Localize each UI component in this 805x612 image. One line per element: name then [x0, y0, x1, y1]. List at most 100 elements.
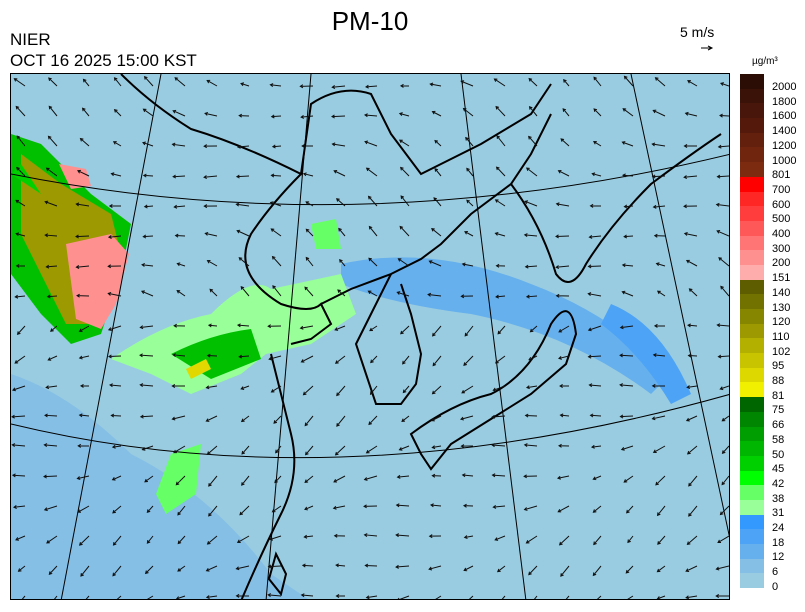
- wind-arrow-icon: [173, 323, 186, 328]
- wind-arrow-icon: [593, 535, 602, 546]
- wind-arrow-icon: [331, 142, 346, 147]
- wind-arrow-icon: [172, 174, 186, 179]
- wind-arrow-icon: [525, 294, 538, 299]
- wind-arrow-icon: [684, 111, 698, 117]
- wind-arrow-icon: [110, 172, 122, 177]
- wind-arrow-icon: [335, 563, 346, 568]
- wind-arrow-icon: [139, 353, 154, 358]
- colorbar-swatch: [740, 88, 764, 104]
- wind-arrow-icon: [464, 231, 474, 237]
- wind-arrow-icon: [174, 77, 186, 87]
- wind-arrow-icon: [11, 414, 26, 419]
- wind-arrow-icon: [116, 595, 122, 599]
- wind-arrow-icon: [655, 262, 666, 267]
- wind-arrow-icon: [683, 232, 698, 237]
- wind-arrow-icon: [523, 474, 538, 479]
- wind-arrow-icon: [267, 324, 282, 329]
- wind-arrow-icon: [236, 535, 250, 543]
- wind-arrow-icon: [14, 355, 26, 364]
- wind-arrow-icon: [173, 445, 186, 454]
- wind-arrow-icon: [560, 565, 570, 577]
- wind-arrow-icon: [47, 135, 58, 147]
- wind-arrow-icon: [275, 445, 282, 454]
- wind-arrow-icon: [111, 444, 122, 449]
- wind-arrow-icon: [494, 231, 506, 237]
- wind-arrow-icon: [495, 166, 506, 177]
- wind-arrow-icon: [108, 204, 122, 208]
- wind-arrow-icon: [461, 385, 474, 394]
- wind-arrow-icon: [175, 595, 186, 599]
- wind-arrow-icon: [267, 564, 282, 569]
- colorbar-label: 50: [772, 448, 785, 461]
- wind-arrow-icon: [468, 595, 474, 599]
- wind-arrow-icon: [176, 290, 186, 297]
- pm10-map[interactable]: [10, 73, 730, 600]
- wind-arrow-icon: [715, 565, 729, 571]
- wind-arrow-icon: [203, 175, 218, 180]
- wind-arrow-icon: [110, 413, 122, 418]
- wind-arrow-icon: [43, 505, 58, 512]
- wind-arrow-icon: [240, 82, 250, 87]
- wind-arrow-icon: [77, 169, 90, 177]
- wind-arrow-icon: [559, 384, 570, 388]
- wind-arrow-icon: [525, 385, 538, 390]
- colorbar-swatch: [740, 544, 764, 559]
- wind-arrow-icon: [46, 535, 58, 544]
- colorbar-swatch: [740, 147, 764, 163]
- wind-arrow-icon: [333, 169, 346, 177]
- wind-arrow-icon: [174, 233, 186, 238]
- wind-arrow-icon: [524, 413, 538, 418]
- wind-arrow-icon: [523, 505, 538, 511]
- wind-arrow-icon: [496, 135, 506, 147]
- colorbar-swatch: [740, 162, 764, 177]
- wind-arrow-icon: [269, 83, 282, 88]
- wind-arrow-icon: [209, 288, 218, 297]
- wind-arrow-icon: [12, 385, 26, 392]
- wind-arrow-icon: [721, 415, 729, 422]
- wind-arrow-icon: [465, 136, 474, 147]
- wind-arrow-icon: [172, 353, 186, 358]
- wind-arrow-icon: [524, 200, 538, 207]
- wind-arrow-icon: [592, 505, 602, 513]
- wind-arrow-icon: [139, 383, 154, 388]
- wind-arrow-icon: [525, 535, 538, 544]
- wind-arrow-icon: [48, 565, 58, 575]
- wind-arrow-icon: [461, 262, 474, 267]
- wind-arrow-icon: [400, 325, 410, 335]
- wind-arrow-icon: [365, 167, 378, 177]
- wind-arrow-icon: [241, 475, 250, 486]
- wind-arrow-icon: [398, 139, 410, 147]
- colorbar-label: 1600: [772, 110, 797, 123]
- wind-arrow-icon: [432, 355, 442, 367]
- colorbar-label: 18: [772, 536, 785, 549]
- wind-arrow-icon: [142, 234, 154, 239]
- wind-arrow-icon: [431, 473, 442, 478]
- wind-arrow-icon: [271, 255, 282, 267]
- concentration-fields: [11, 134, 691, 599]
- wind-arrow-icon: [685, 565, 698, 572]
- wind-arrow-icon: [43, 474, 58, 479]
- wind-arrow-icon: [428, 534, 442, 539]
- wind-arrow-icon: [588, 234, 602, 239]
- wind-arrow-icon: [208, 475, 218, 487]
- map-title: PM-10: [331, 6, 409, 36]
- wind-arrow-icon: [434, 167, 442, 177]
- wind-arrow-icon: [494, 199, 506, 207]
- wind-arrow-icon: [685, 415, 698, 422]
- wind-arrow-icon: [431, 110, 442, 117]
- wind-arrow-icon: [591, 172, 602, 177]
- wind-arrow-icon: [207, 323, 218, 328]
- colorbar-swatch: [740, 382, 764, 398]
- wind-arrow-icon: [397, 595, 410, 599]
- wind-arrow-icon: [301, 143, 314, 148]
- wind-arrow-icon: [81, 107, 90, 117]
- wind-arrow-icon: [565, 595, 570, 599]
- wind-arrow-icon: [466, 199, 474, 207]
- map-canvas: [11, 74, 729, 599]
- wind-arrow-icon: [339, 258, 346, 267]
- wind-arrow-icon: [338, 227, 346, 237]
- wind-arrow-icon: [655, 475, 666, 486]
- wind-arrow-icon: [495, 294, 506, 299]
- wind-arrow-icon: [203, 144, 218, 149]
- colorbar-swatch: [740, 250, 764, 265]
